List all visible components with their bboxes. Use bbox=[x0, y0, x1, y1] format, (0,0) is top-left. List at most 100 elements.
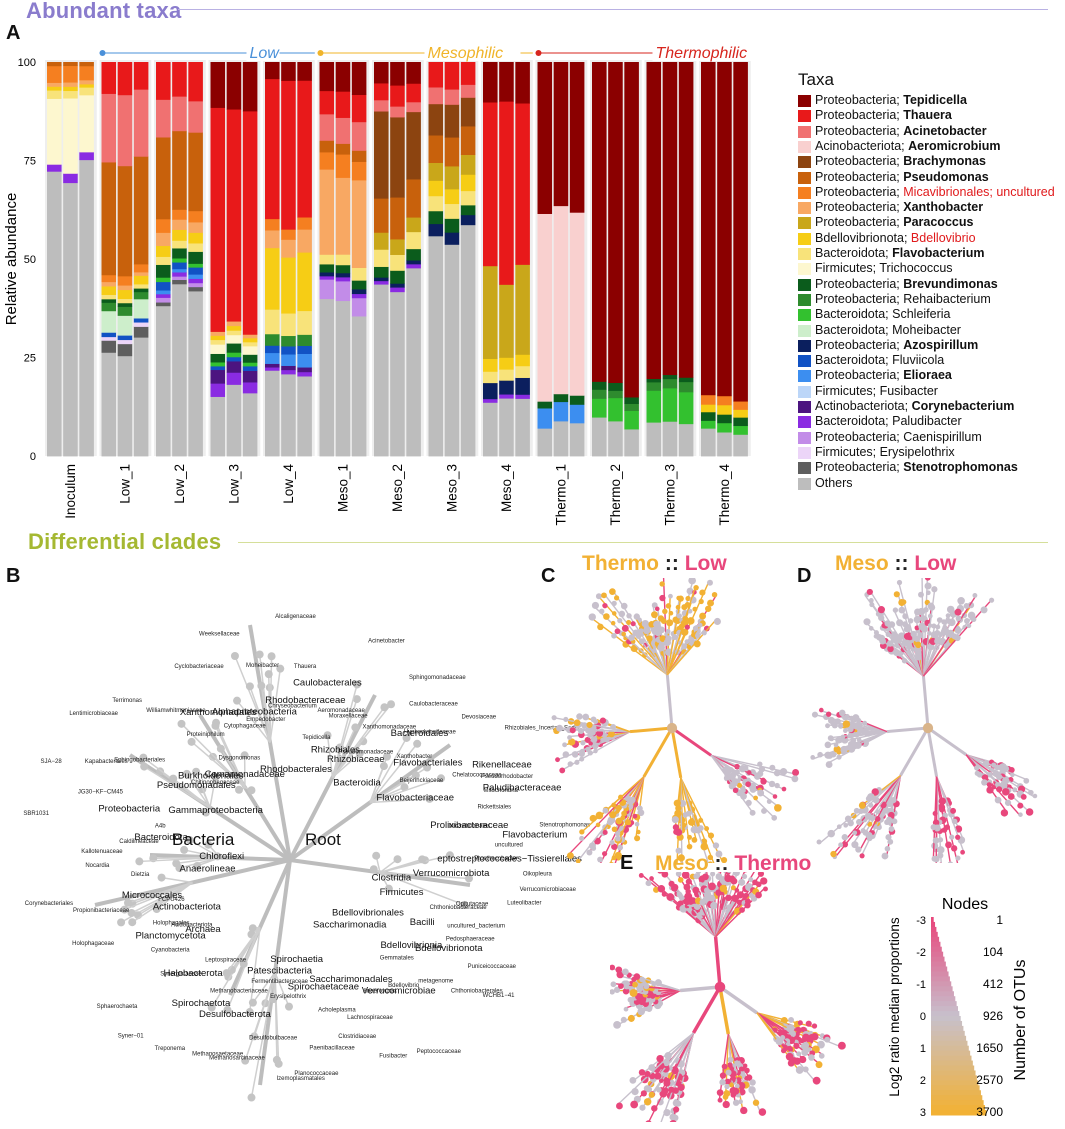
bar-segment bbox=[351, 289, 367, 295]
tree-node bbox=[187, 737, 196, 746]
bar-segment bbox=[156, 62, 171, 100]
tree-node bbox=[844, 815, 852, 823]
bar-segment bbox=[172, 283, 187, 457]
tree-node bbox=[127, 908, 136, 917]
legend-gradient-slice bbox=[931, 1030, 965, 1037]
bar-segment bbox=[156, 232, 171, 247]
bar-segment bbox=[101, 336, 117, 341]
tree-edge bbox=[131, 881, 193, 923]
tree-node bbox=[754, 773, 761, 780]
bar-segment bbox=[428, 223, 444, 237]
bar-segment bbox=[483, 402, 498, 457]
bar-segment bbox=[499, 369, 514, 381]
bar-segment bbox=[265, 370, 280, 457]
clade-label-small: Xanthomonadaceae bbox=[362, 724, 416, 730]
bar-segment bbox=[172, 268, 187, 273]
tree-node bbox=[400, 783, 409, 792]
bar-segment bbox=[515, 398, 530, 457]
tree-node bbox=[687, 608, 693, 614]
tree-edge bbox=[186, 773, 211, 808]
tree-node bbox=[239, 959, 248, 968]
bar-segment bbox=[662, 421, 678, 457]
legend-gradient-slice bbox=[931, 1060, 973, 1066]
tree-node bbox=[684, 624, 690, 630]
tree-edge bbox=[274, 972, 290, 1007]
bar-segment bbox=[406, 260, 421, 265]
tree-node bbox=[621, 631, 627, 637]
legend-gradient-slice bbox=[931, 1110, 987, 1116]
bar-segment bbox=[79, 87, 94, 96]
legend-gradient-slice bbox=[931, 1070, 976, 1076]
bar-segment bbox=[374, 277, 389, 282]
bar-segment bbox=[444, 203, 460, 219]
tree-node bbox=[897, 632, 906, 640]
tree-node bbox=[724, 1083, 730, 1090]
bar-segment bbox=[717, 395, 732, 406]
bar-segment bbox=[188, 222, 203, 233]
legend-phylum: Proteobacteria; bbox=[815, 184, 904, 199]
tree-node bbox=[836, 754, 842, 760]
tree-node bbox=[960, 849, 965, 855]
bar-segment bbox=[515, 365, 530, 378]
clade-label-small: Chelatococcaceae bbox=[452, 772, 502, 778]
legend-gradient-slice bbox=[931, 1095, 983, 1101]
bar-segment bbox=[63, 182, 78, 457]
tree-node bbox=[593, 748, 598, 754]
bar-segment bbox=[390, 197, 405, 240]
cmp-d-left: Meso bbox=[835, 552, 889, 575]
tree-node bbox=[567, 761, 574, 767]
comparison-title-d: Meso :: Low bbox=[835, 552, 956, 576]
bar-segment bbox=[624, 397, 639, 404]
tree-edge bbox=[326, 735, 334, 778]
tree-node bbox=[736, 782, 743, 788]
legend-phylum: Bacteroidota; bbox=[815, 307, 893, 322]
tree-node bbox=[824, 1036, 831, 1043]
tree-edge bbox=[369, 774, 417, 804]
clade-label: Gammaproteobacteria bbox=[168, 805, 263, 816]
tree-node bbox=[611, 632, 617, 639]
legend-phylum: Proteobacteria; bbox=[815, 460, 904, 475]
bar-segment bbox=[172, 62, 187, 97]
tree-node bbox=[811, 711, 819, 718]
bar-segment bbox=[133, 318, 149, 323]
tree-node bbox=[609, 588, 616, 595]
tree-node bbox=[787, 1059, 795, 1067]
legend-gradient-slice bbox=[931, 1045, 969, 1052]
section-b-rule bbox=[238, 542, 1048, 543]
bar-segment bbox=[47, 82, 62, 87]
bar-segment bbox=[188, 286, 203, 292]
tree-node bbox=[177, 719, 186, 728]
tree-node bbox=[248, 998, 257, 1007]
bar-segment bbox=[133, 156, 149, 265]
tree-node bbox=[688, 578, 696, 585]
bar-segment bbox=[515, 264, 530, 355]
tree-node bbox=[240, 751, 249, 760]
tree-node bbox=[865, 795, 872, 802]
tree-edge bbox=[220, 748, 246, 788]
bar-segment bbox=[101, 286, 117, 295]
color-legend-tick: 3 bbox=[920, 1107, 926, 1119]
clade-label: Archaea bbox=[185, 924, 221, 935]
bar-segment bbox=[101, 281, 117, 287]
tree-node bbox=[323, 731, 332, 740]
clade-label: Saccharimonadia bbox=[313, 920, 387, 931]
clade-label: Alphaproteobacteria bbox=[212, 707, 298, 718]
tree-node bbox=[668, 593, 673, 599]
legend-taxon: Erysipelothrix bbox=[879, 444, 955, 459]
bar-segment bbox=[428, 195, 444, 212]
clade-label: Desulfobacterota bbox=[199, 1009, 272, 1020]
tree-node bbox=[1001, 765, 1007, 771]
tree-node bbox=[927, 645, 933, 651]
tree-node bbox=[924, 582, 932, 590]
tree-node bbox=[840, 745, 848, 754]
bar-segment bbox=[101, 340, 117, 353]
bar-segment bbox=[319, 275, 335, 280]
tree-node bbox=[864, 812, 872, 820]
tree-node bbox=[818, 1052, 825, 1059]
bar-segment bbox=[390, 291, 405, 457]
tree-node bbox=[128, 918, 137, 927]
tree-node bbox=[788, 1017, 795, 1023]
cmp-c-sep: :: bbox=[664, 552, 679, 575]
bar-segment bbox=[460, 154, 476, 175]
tree-node bbox=[976, 771, 983, 778]
